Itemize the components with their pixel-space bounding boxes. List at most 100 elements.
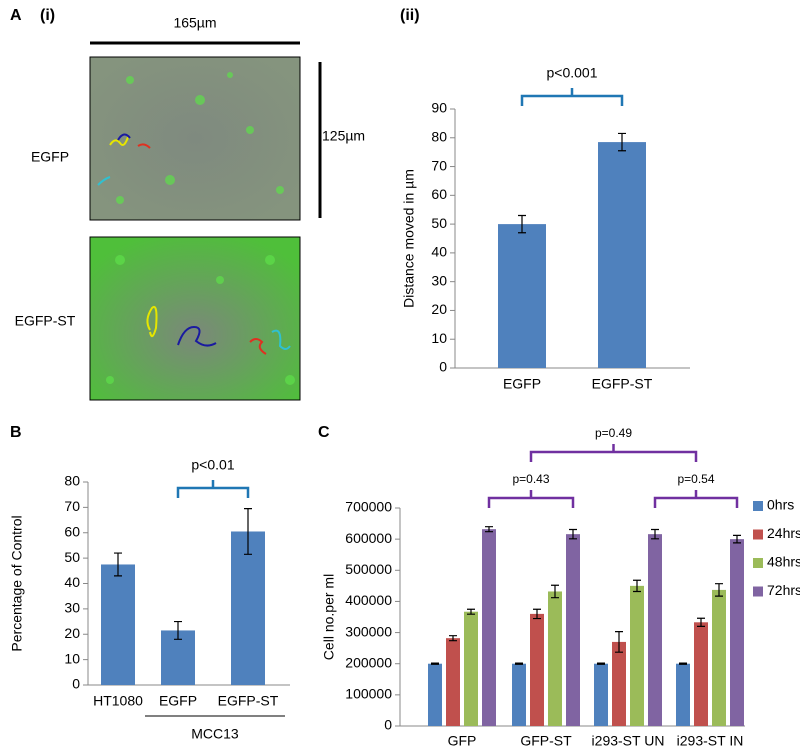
x-tick-label: i293-ST IN xyxy=(677,733,744,749)
significance-bracket xyxy=(487,490,575,508)
bar xyxy=(446,638,460,726)
significance-label: p<0.01 xyxy=(191,457,234,473)
y-tick-label: 80 xyxy=(64,473,80,489)
y-axis-label: Distance moved in µm xyxy=(401,169,417,308)
y-tick-label: 50 xyxy=(64,549,80,565)
bar xyxy=(498,224,546,368)
x-tick-label: EGFP-ST xyxy=(592,376,653,392)
error-bar xyxy=(651,528,659,540)
bar xyxy=(694,622,708,726)
y-tick-label: 700000 xyxy=(345,499,392,515)
x-tick-label: EGFP-ST xyxy=(218,693,279,709)
bar xyxy=(464,611,478,726)
bar xyxy=(712,589,726,726)
image-label: EGFP xyxy=(31,149,69,165)
bar xyxy=(428,663,442,726)
y-tick-label: 30 xyxy=(431,272,447,288)
y-tick-label: 40 xyxy=(431,244,447,260)
significance-label: p=0.49 xyxy=(595,426,632,440)
error-bar xyxy=(449,635,457,642)
error-bar xyxy=(244,508,252,555)
significance-bracket xyxy=(176,480,250,498)
significance-label: p=0.43 xyxy=(512,472,549,486)
legend-swatch xyxy=(753,529,763,540)
bar xyxy=(566,534,580,726)
y-tick-label: 20 xyxy=(431,301,447,317)
error-bar xyxy=(431,662,439,665)
scale-label: 125µm xyxy=(322,128,365,144)
x-tick-label: GFP-ST xyxy=(520,733,572,749)
cell-tracks xyxy=(97,133,291,355)
y-tick-label: 200000 xyxy=(345,654,392,670)
y-tick-label: 40 xyxy=(64,574,80,590)
error-bar xyxy=(467,608,475,615)
bar xyxy=(512,663,526,726)
error-bar xyxy=(174,620,182,640)
bar xyxy=(598,142,646,368)
y-tick-label: 70 xyxy=(431,157,447,173)
error-bar xyxy=(114,552,122,577)
error-bar xyxy=(615,631,623,653)
y-tick-label: 0 xyxy=(72,676,80,692)
bar xyxy=(648,534,662,726)
y-tick-label: 0 xyxy=(384,717,392,733)
group-label: MCC13 xyxy=(191,726,239,742)
y-tick-label: 100000 xyxy=(345,686,392,702)
significance-label: p=0.54 xyxy=(677,472,714,486)
image-label: EGFP-ST xyxy=(15,313,76,329)
legend-swatch xyxy=(753,586,763,597)
micrograph xyxy=(89,236,301,401)
bar xyxy=(101,564,135,685)
scale-label: 165µm xyxy=(173,15,216,31)
x-tick-label: EGFP xyxy=(503,376,541,392)
bar xyxy=(730,539,744,726)
panel-label: C xyxy=(318,424,330,441)
y-tick-label: 600000 xyxy=(345,530,392,546)
bar xyxy=(530,613,544,726)
significance-bracket xyxy=(653,490,739,508)
legend-label: 48hrs xyxy=(767,554,800,570)
y-tick-label: 50 xyxy=(431,215,447,231)
y-tick-label: 500000 xyxy=(345,561,392,577)
legend-label: 0hrs xyxy=(767,497,794,513)
bar xyxy=(676,663,690,726)
y-tick-label: 80 xyxy=(431,128,447,144)
significance-label: p<0.001 xyxy=(547,65,598,81)
y-tick-label: 20 xyxy=(64,625,80,641)
error-bar xyxy=(715,583,723,597)
error-bar xyxy=(533,608,541,620)
error-bar xyxy=(733,534,741,544)
y-tick-label: 10 xyxy=(64,650,80,666)
y-tick-label: 30 xyxy=(64,600,80,616)
panel-label: (ii) xyxy=(400,7,420,24)
error-bar xyxy=(633,579,641,593)
legend-swatch xyxy=(753,558,763,568)
y-axis-label: Cell no.per ml xyxy=(321,574,337,660)
error-bar xyxy=(515,662,523,665)
significance-bracket xyxy=(529,444,698,462)
bar xyxy=(231,531,265,685)
bar xyxy=(482,529,496,726)
error-bar xyxy=(485,526,493,533)
x-tick-label: HT1080 xyxy=(93,693,143,709)
error-bar xyxy=(597,662,605,665)
y-tick-label: 60 xyxy=(431,186,447,202)
legend-label: 24hrs xyxy=(767,525,800,541)
legend-label: 72hrs xyxy=(767,582,800,598)
bar xyxy=(612,641,626,726)
y-tick-label: 300000 xyxy=(345,623,392,639)
error-bar xyxy=(618,132,626,152)
panel-label: (i) xyxy=(40,7,55,24)
green-cells xyxy=(106,72,295,385)
significance-bracket xyxy=(520,88,624,106)
error-bar xyxy=(551,584,559,599)
y-tick-label: 400000 xyxy=(345,592,392,608)
y-tick-label: 0 xyxy=(439,359,447,375)
micrograph xyxy=(89,56,301,221)
legend-swatch xyxy=(753,501,763,511)
y-tick-label: 70 xyxy=(64,498,80,514)
error-bar xyxy=(679,662,687,665)
error-bar xyxy=(697,617,705,627)
x-tick-label: EGFP xyxy=(159,693,197,709)
